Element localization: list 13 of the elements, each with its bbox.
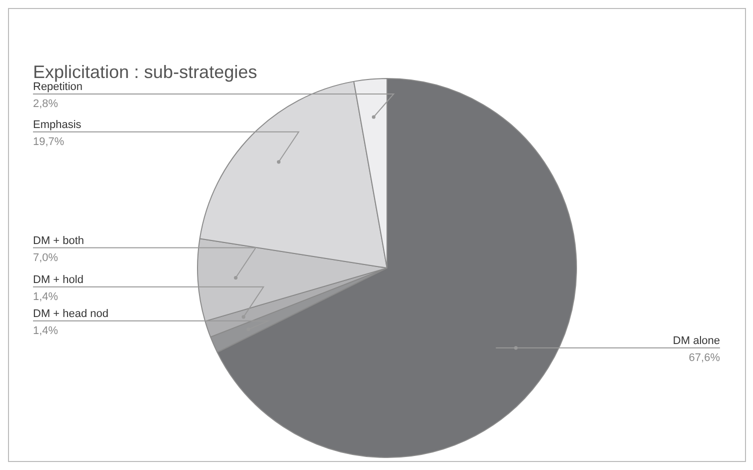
slice-label: DM + hold: [33, 274, 84, 286]
slice-label: DM + both: [33, 234, 84, 247]
data-label: 67,6%: [688, 352, 720, 364]
slice-label: DM alone: [672, 334, 720, 347]
slice-label: Emphasis: [33, 118, 82, 131]
data-label: 19,7%: [33, 136, 64, 148]
slice-label: Repetition: [33, 81, 83, 93]
slice-label: DM + head nod: [33, 308, 109, 320]
data-label: 2,8%: [33, 98, 58, 110]
chart-title: Explicitation : sub-strategies: [33, 62, 258, 82]
data-label: 1,4%: [33, 324, 58, 337]
data-label: 1,4%: [33, 290, 58, 303]
data-label: 7,0%: [33, 252, 58, 264]
